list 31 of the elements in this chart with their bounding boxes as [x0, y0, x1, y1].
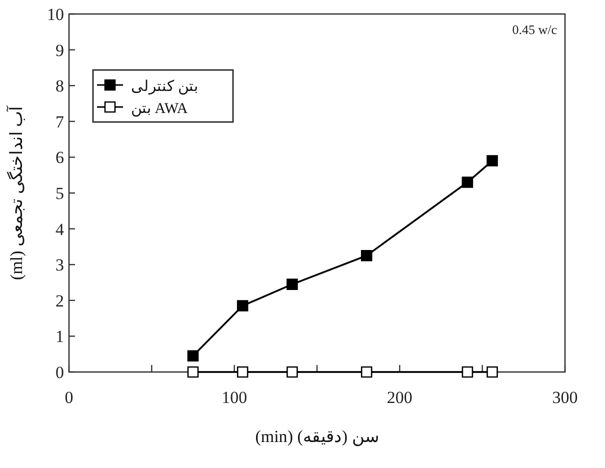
y-tick-label: 0 [56, 363, 64, 382]
point [236, 300, 248, 312]
y-tick-label: 10 [47, 5, 64, 24]
point [187, 366, 199, 378]
y-tick-label: 8 [56, 76, 64, 96]
point [462, 176, 474, 188]
y-tick-label: 7 [56, 112, 64, 132]
y-tick-label: 3 [56, 256, 64, 275]
y-tick-label: 4 [56, 220, 64, 239]
point [462, 366, 474, 378]
y-axis-title: آب انداختگی تجمعی (ml) [5, 104, 26, 280]
x-axis-title: سن (دقیقه) (min) [255, 427, 379, 447]
x-tick-label: 200 [386, 388, 412, 407]
annotation: 0.45 w/c [512, 22, 558, 37]
y-tick-label: 1 [56, 327, 64, 346]
point [486, 155, 498, 166]
y-tick-label: 2 [56, 291, 64, 310]
y-tick-label: 9 [56, 40, 64, 60]
legend-label: بتن کنترلی [131, 79, 198, 95]
point [286, 366, 298, 378]
point [236, 366, 248, 378]
x-tick-label: 100 [222, 388, 248, 407]
point [360, 250, 372, 262]
legend-label: بتن AWA [131, 101, 188, 117]
y-tick-label: 6 [56, 148, 64, 168]
point [486, 366, 498, 378]
point [360, 366, 372, 378]
point [286, 278, 298, 290]
x-tick-label: 300 [552, 388, 578, 407]
y-tick-label: 5 [56, 184, 64, 203]
point [187, 350, 199, 362]
